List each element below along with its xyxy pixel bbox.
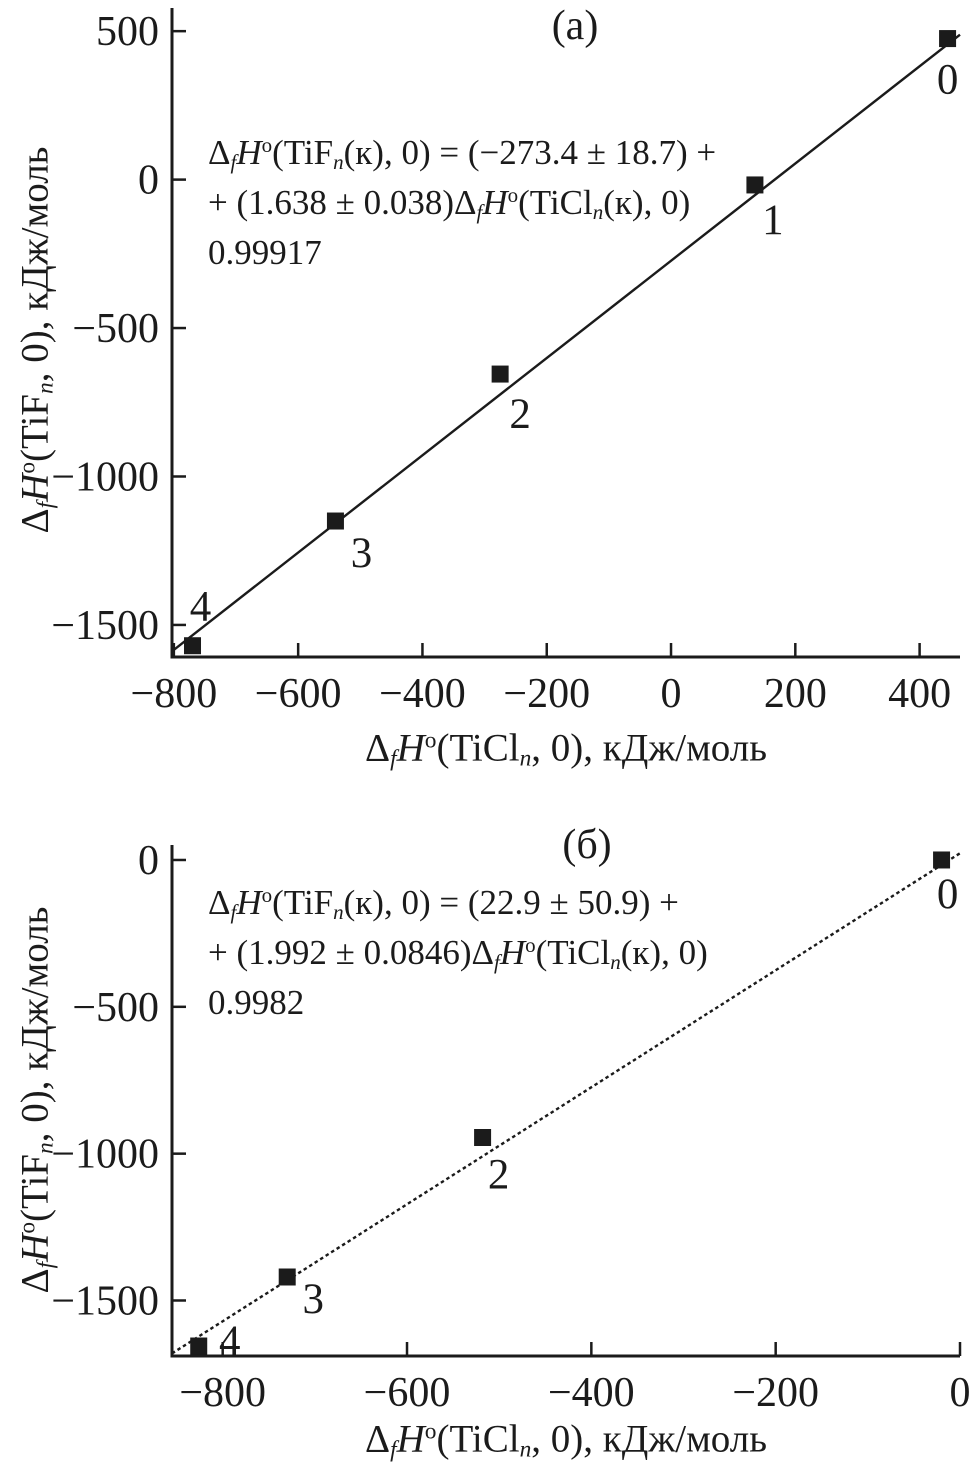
panel-b-title: (б) <box>562 822 612 868</box>
y-tick-label: −1500 <box>51 1278 159 1324</box>
y-tick-label: −1500 <box>51 603 159 649</box>
panel-b-y-axis-label: ΔfHо(TiFn, 0), кДж/моль <box>13 906 59 1294</box>
panel-b-equation: ΔfHо(TiFn(к), 0) = (22.9 ± 50.9) + + (1.… <box>208 878 708 1028</box>
fit-line <box>171 33 961 653</box>
panel-b-r-value: 0.9982 <box>208 983 305 1022</box>
data-point-marker <box>746 176 764 194</box>
x-tick-label: −600 <box>364 1370 451 1416</box>
y-tick-label: −1000 <box>51 1132 159 1178</box>
data-point-marker <box>278 1268 296 1286</box>
data-point-marker <box>326 512 344 530</box>
x-tick-label: −200 <box>732 1370 819 1416</box>
data-point-marker <box>184 637 202 655</box>
panel-a-title: (а) <box>551 3 599 49</box>
y-tick-label: −500 <box>72 306 159 352</box>
panel-a-plot: −800 −600 −400 −200 0 200 400 500 0 −500 −1000 −150… <box>51 8 961 717</box>
x-tick-label: −200 <box>503 671 590 717</box>
y-tick-label: 0 <box>138 838 159 884</box>
y-tick-label: −1000 <box>51 454 159 500</box>
data-point-label: 2 <box>488 1152 510 1199</box>
data-point-label: 2 <box>509 391 531 438</box>
panel-a-y-axis-label: ΔfHо(TiFn, 0), кДж/моль <box>13 146 59 534</box>
panel-b-plot: −800 −600 −400 −200 0 0 −500 −1000 −1500 0 2 3 4 <box>51 838 970 1416</box>
data-point-marker <box>190 1337 208 1355</box>
data-point-marker <box>474 1129 492 1147</box>
x-tick-label: 0 <box>661 671 682 717</box>
data-point-label: 4 <box>219 1318 241 1365</box>
panel-b-equation-line-1: ΔfHо(TiFn(к), 0) = (22.9 ± 50.9) + <box>208 883 679 924</box>
data-point-marker <box>491 365 509 383</box>
panel-b-equation-line-2: + (1.992 ± 0.0846)ΔfHо(TiCln(к), 0) <box>208 933 708 974</box>
x-tick-label: 0 <box>950 1370 971 1416</box>
x-tick-label: −400 <box>379 671 466 717</box>
y-tick-label: 500 <box>96 9 159 55</box>
data-point-marker <box>939 30 957 48</box>
data-point-label: 0 <box>937 57 959 104</box>
panel-a-equation-line-1: ΔfHо(TiFn(к), 0) = (−273.4 ± 18.7) + <box>208 133 717 174</box>
data-point-label: 4 <box>190 584 212 631</box>
y-tick-label: −500 <box>72 985 159 1031</box>
x-tick-label: −800 <box>131 671 218 717</box>
data-point-label: 3 <box>302 1276 324 1323</box>
panel-b-x-axis-label: ΔfHо(TiCln, 0), кДж/моль <box>364 1417 768 1463</box>
data-point-marker <box>933 851 951 869</box>
data-point-label: 1 <box>762 197 784 244</box>
y-tick-label: 0 <box>138 158 159 204</box>
panel-a-x-axis-label: ΔfHо(TiCln, 0), кДж/моль <box>364 726 768 772</box>
x-tick-label: 400 <box>888 671 951 717</box>
panel-a-equation-line-2: + (1.638 ± 0.038)ΔfHо(TiCln(к), 0) <box>208 183 691 224</box>
x-tick-label: −600 <box>255 671 342 717</box>
panel-a-r-value: 0.99917 <box>208 233 322 272</box>
data-point-label: 3 <box>351 530 373 577</box>
x-tick-label: 200 <box>764 671 827 717</box>
x-tick-label: −800 <box>179 1370 266 1416</box>
panel-a-equation: ΔfHо(TiFn(к), 0) = (−273.4 ± 18.7) + + (… <box>208 128 716 278</box>
data-point-label: 0 <box>937 871 959 918</box>
x-tick-label: −400 <box>548 1370 635 1416</box>
